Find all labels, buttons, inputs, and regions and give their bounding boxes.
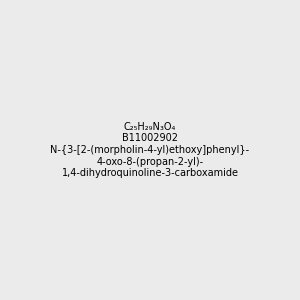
Text: C₂₅H₂₉N₃O₄
B11002902
N-{3-[2-(morpholin-4-yl)ethoxy]phenyl}-
4-oxo-8-(propan-2-y: C₂₅H₂₉N₃O₄ B11002902 N-{3-[2-(morpholin-…: [50, 122, 250, 178]
